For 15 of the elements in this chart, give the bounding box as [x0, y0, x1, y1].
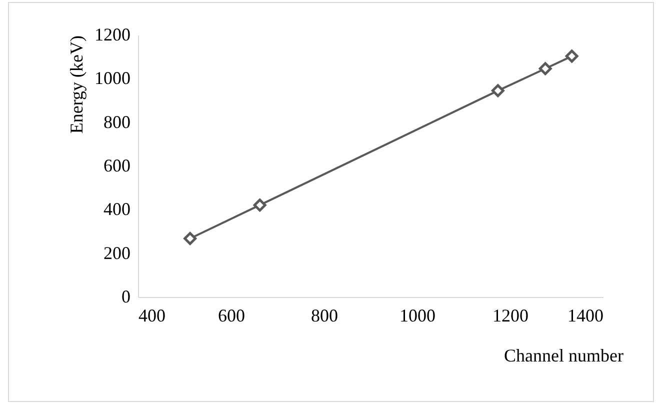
y-tick-label: 1000 [94, 68, 130, 88]
y-tick-label: 200 [104, 242, 130, 263]
y-tick-label: 600 [104, 156, 130, 176]
y-tick-label: 1200 [94, 24, 130, 44]
y-tick-label: 0 [122, 286, 130, 306]
y-tick-label: 800 [104, 112, 130, 132]
x-tick-label: 400 [138, 306, 166, 326]
x-tick-label: 1200 [492, 306, 528, 326]
x-axis-title: Channel number [504, 346, 624, 366]
x-tick-label: 600 [218, 306, 245, 326]
x-tick-label: 800 [311, 306, 338, 326]
y-axis-title: Energy (keV) [66, 36, 86, 134]
y-tick-label: 400 [104, 199, 130, 220]
x-tick-label: 1400 [568, 306, 604, 326]
x-tick-label: 1000 [400, 306, 436, 326]
